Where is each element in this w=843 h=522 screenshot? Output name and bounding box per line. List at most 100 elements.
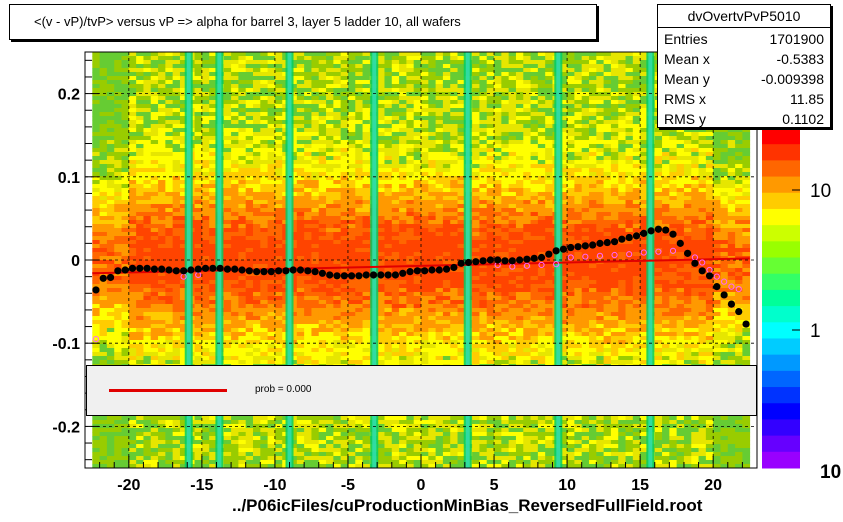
heatmap-cell (238, 184, 247, 189)
heatmap-cell (742, 128, 751, 133)
heatmap-cell (618, 212, 626, 217)
heatmap-cell (472, 168, 480, 173)
heatmap-cell (589, 120, 597, 125)
heatmap-cell (326, 164, 334, 169)
heatmap-cell (391, 180, 400, 185)
heatmap-cell (640, 200, 648, 205)
heatmap-cell (574, 100, 583, 105)
heatmap-cell (662, 232, 670, 237)
heatmap-cell (610, 252, 619, 257)
heatmap-cell (596, 72, 605, 77)
heatmap-cell (625, 132, 634, 137)
heatmap-cell (632, 56, 641, 61)
heatmap-cell (559, 168, 568, 173)
heatmap-cell (530, 100, 539, 105)
heatmap-cell (121, 84, 130, 89)
heatmap-cell (501, 176, 510, 181)
heatmap-cell (209, 156, 217, 161)
heatmap-cell (567, 52, 575, 57)
heatmap-cell (384, 236, 393, 241)
heatmap-cell (537, 72, 546, 77)
heatmap-cell (355, 168, 363, 173)
heatmap-cell (304, 232, 312, 237)
heatmap-cell (508, 252, 517, 257)
heatmap-cell (231, 204, 239, 209)
heatmap-cell (530, 92, 539, 97)
heatmap-cell (347, 148, 356, 153)
heatmap-cell (136, 84, 144, 89)
heatmap-cell (231, 220, 239, 225)
heatmap-cell (472, 116, 480, 121)
heatmap-cell (114, 208, 122, 213)
heatmap-cell (501, 60, 510, 65)
heatmap-cell (150, 200, 159, 205)
heatmap-cell (311, 96, 320, 101)
heatmap-cell (128, 172, 137, 177)
heatmap-cell (735, 232, 743, 237)
heatmap-cell (355, 104, 363, 109)
heatmap-cell (574, 56, 583, 61)
heatmap-cell (355, 132, 363, 137)
heatmap-cell (274, 160, 283, 165)
heatmap-cell (457, 132, 466, 137)
heatmap-cell (384, 68, 393, 73)
heatmap-cell (150, 260, 159, 265)
heatmap-cell (143, 104, 152, 109)
heatmap-cell (589, 252, 597, 257)
heatmap-cell (209, 76, 217, 81)
heatmap-cell (136, 96, 144, 101)
heatmap-cell (581, 192, 590, 197)
heatmap-cell (450, 104, 458, 109)
heatmap-cell (515, 264, 524, 269)
heatmap-cell (128, 152, 137, 157)
heatmap-cell (201, 120, 210, 125)
heatmap-cell (625, 196, 634, 201)
heatmap-cell (362, 176, 371, 181)
heatmap-cell (727, 168, 736, 173)
heatmap-cell (128, 116, 137, 121)
heatmap-cell (106, 92, 115, 97)
heatmap-cell (223, 68, 232, 73)
heatmap-cell (501, 124, 510, 129)
heatmap-cell (172, 252, 181, 257)
heatmap-cell (428, 100, 437, 105)
heatmap-cell (311, 228, 320, 233)
heatmap-cell (158, 132, 166, 137)
heatmap-cell (304, 140, 312, 145)
heatmap-cell (143, 228, 152, 233)
heatmap-cell (472, 104, 480, 109)
heatmap-cell (136, 188, 144, 193)
heatmap-cell (384, 252, 393, 257)
heatmap-cell (720, 136, 729, 141)
heatmap-cell (523, 248, 531, 253)
heatmap-cell (501, 180, 510, 185)
heatmap-cell (245, 76, 254, 81)
heatmap-cell (523, 244, 531, 249)
heatmap-cell (530, 220, 539, 225)
heatmap-cell (720, 228, 729, 233)
heatmap-cell (223, 180, 232, 185)
heatmap-cell (727, 260, 736, 265)
heatmap-cell (589, 156, 597, 161)
heatmap-cell (428, 192, 437, 197)
heatmap-cell (362, 200, 371, 205)
heatmap-cell (260, 212, 269, 217)
heatmap-cell (165, 100, 174, 105)
heatmap-cell (326, 216, 334, 221)
heatmap-cell (260, 244, 269, 249)
heatmap-cell (610, 244, 619, 249)
heatmap-cell (442, 128, 451, 133)
heatmap-cell (318, 236, 327, 241)
heatmap-cell (201, 272, 210, 277)
heatmap-cell (347, 104, 356, 109)
heatmap-cell (231, 76, 239, 81)
heatmap-cell (121, 136, 130, 141)
heatmap-cell (253, 188, 261, 193)
heatmap-cell (347, 76, 356, 81)
heatmap-cell (603, 124, 612, 129)
heatmap-cell (720, 156, 729, 161)
heatmap-cell (574, 112, 583, 117)
heatmap-cell (479, 92, 488, 97)
heatmap-cell (413, 72, 422, 77)
heatmap-cell (406, 240, 415, 245)
